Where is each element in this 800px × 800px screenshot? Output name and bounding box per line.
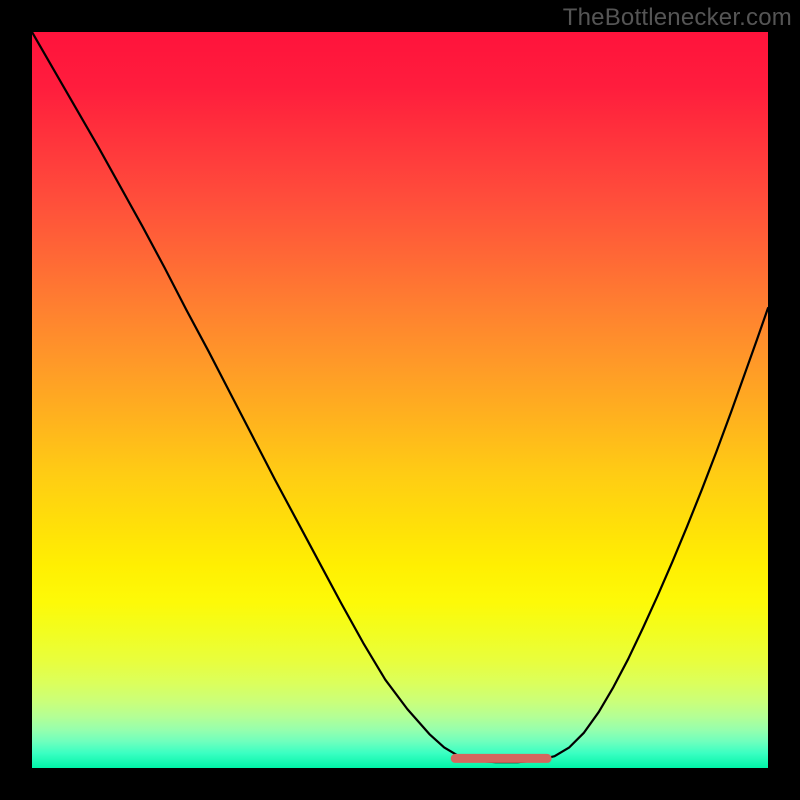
chart-svg xyxy=(32,32,768,768)
chart-background xyxy=(32,32,768,768)
watermark-text: TheBottlenecker.com xyxy=(563,4,792,32)
chart-plot-area xyxy=(32,32,768,768)
